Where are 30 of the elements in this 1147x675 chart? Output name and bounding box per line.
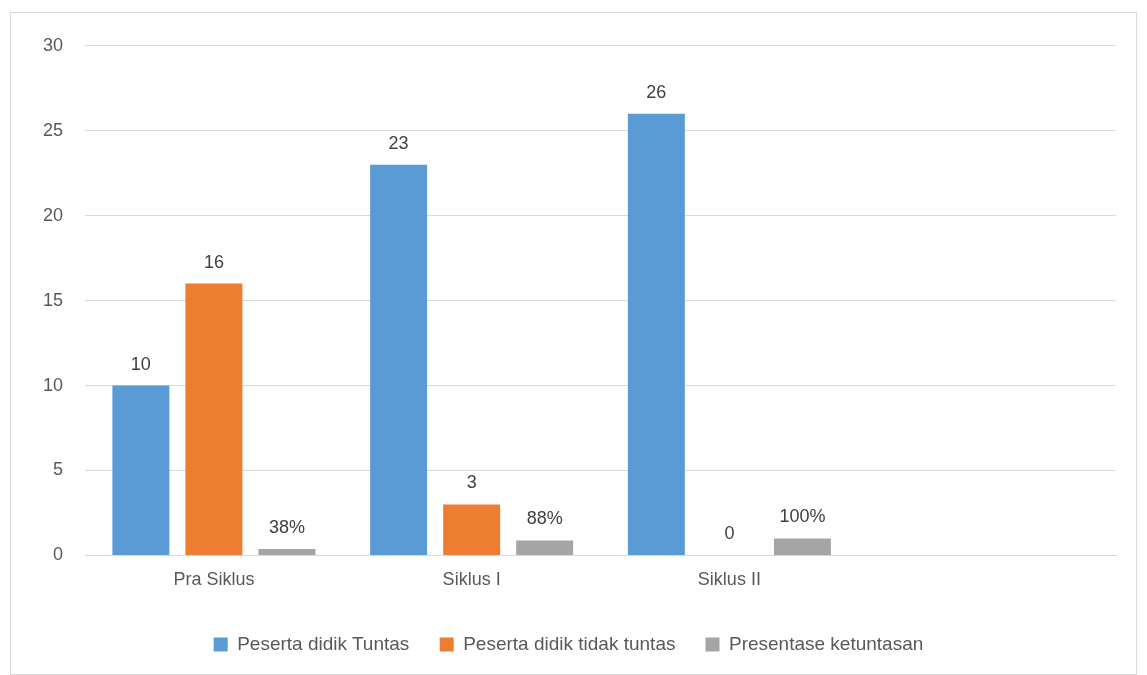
data-label: 100% bbox=[779, 506, 826, 527]
bar bbox=[185, 283, 243, 555]
y-tick-label: 30 bbox=[42, 34, 64, 55]
y-tick-label: 0 bbox=[53, 544, 64, 565]
data-label: 88% bbox=[526, 508, 563, 529]
bar bbox=[773, 538, 831, 555]
x-tick-label: Pra Siklus bbox=[173, 569, 255, 590]
data-label: 0 bbox=[724, 523, 735, 544]
data-label: 23 bbox=[388, 132, 409, 153]
data-label: 26 bbox=[646, 81, 667, 102]
data-label: 3 bbox=[466, 472, 477, 493]
data-label: 16 bbox=[203, 251, 224, 272]
bar bbox=[443, 504, 501, 555]
legend-label: Peserta didik Tuntas bbox=[237, 632, 410, 654]
y-tick-label: 10 bbox=[42, 374, 64, 395]
bar bbox=[627, 113, 685, 555]
data-label: 38% bbox=[268, 516, 305, 537]
bar bbox=[370, 164, 428, 555]
bar bbox=[516, 540, 574, 555]
bar bbox=[258, 548, 316, 555]
legend-label: Peserta didik tidak tuntas bbox=[463, 632, 676, 654]
y-tick-label: 20 bbox=[42, 204, 64, 225]
x-tick-label: Siklus II bbox=[697, 569, 761, 590]
y-tick-label: 25 bbox=[42, 119, 64, 140]
bar bbox=[112, 385, 170, 555]
y-tick-label: 15 bbox=[42, 289, 64, 310]
data-label: 10 bbox=[130, 353, 151, 374]
x-tick-label: Siklus I bbox=[442, 569, 501, 590]
legend-label: Presentase ketuntasan bbox=[728, 632, 924, 654]
y-tick-label: 5 bbox=[53, 459, 64, 480]
